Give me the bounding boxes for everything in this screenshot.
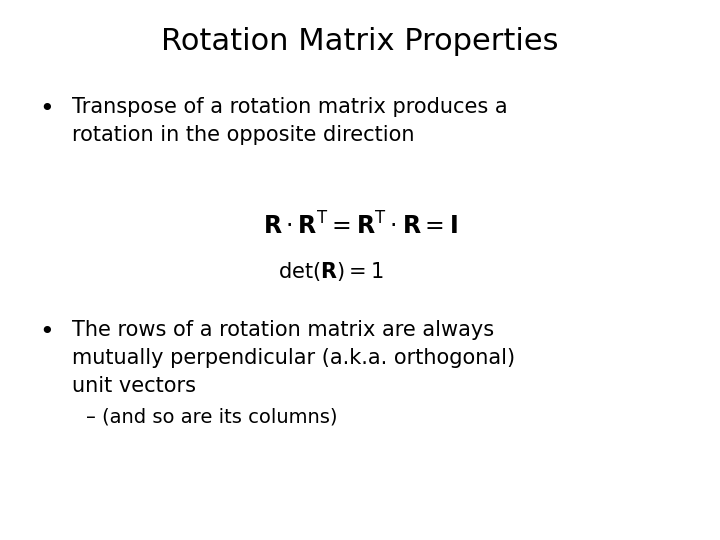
- Text: 69: 69: [547, 512, 567, 527]
- Text: Stanford University: Stanford University: [22, 511, 205, 529]
- Text: – (and so are its columns): – (and so are its columns): [86, 407, 338, 426]
- Text: The rows of a rotation matrix are always
mutually perpendicular (a.k.a. orthogon: The rows of a rotation matrix are always…: [72, 320, 515, 396]
- Text: $\mathrm{det}(\mathbf{R}) = 1$: $\mathrm{det}(\mathbf{R}) = 1$: [279, 260, 384, 283]
- Text: Rotation Matrix Properties: Rotation Matrix Properties: [161, 28, 559, 57]
- Text: •: •: [40, 97, 54, 122]
- Text: Linear Algebra Review: Linear Algebra Review: [288, 512, 459, 527]
- Text: Transpose of a rotation matrix produces a
rotation in the opposite direction: Transpose of a rotation matrix produces …: [72, 97, 508, 145]
- Text: •: •: [40, 320, 54, 343]
- Text: $\mathbf{R} \cdot \mathbf{R}^{\mathrm{T}} = \mathbf{R}^{\mathrm{T}} \cdot \mathb: $\mathbf{R} \cdot \mathbf{R}^{\mathrm{T}…: [263, 212, 457, 239]
- Text: 10/2/17: 10/2/17: [619, 512, 678, 527]
